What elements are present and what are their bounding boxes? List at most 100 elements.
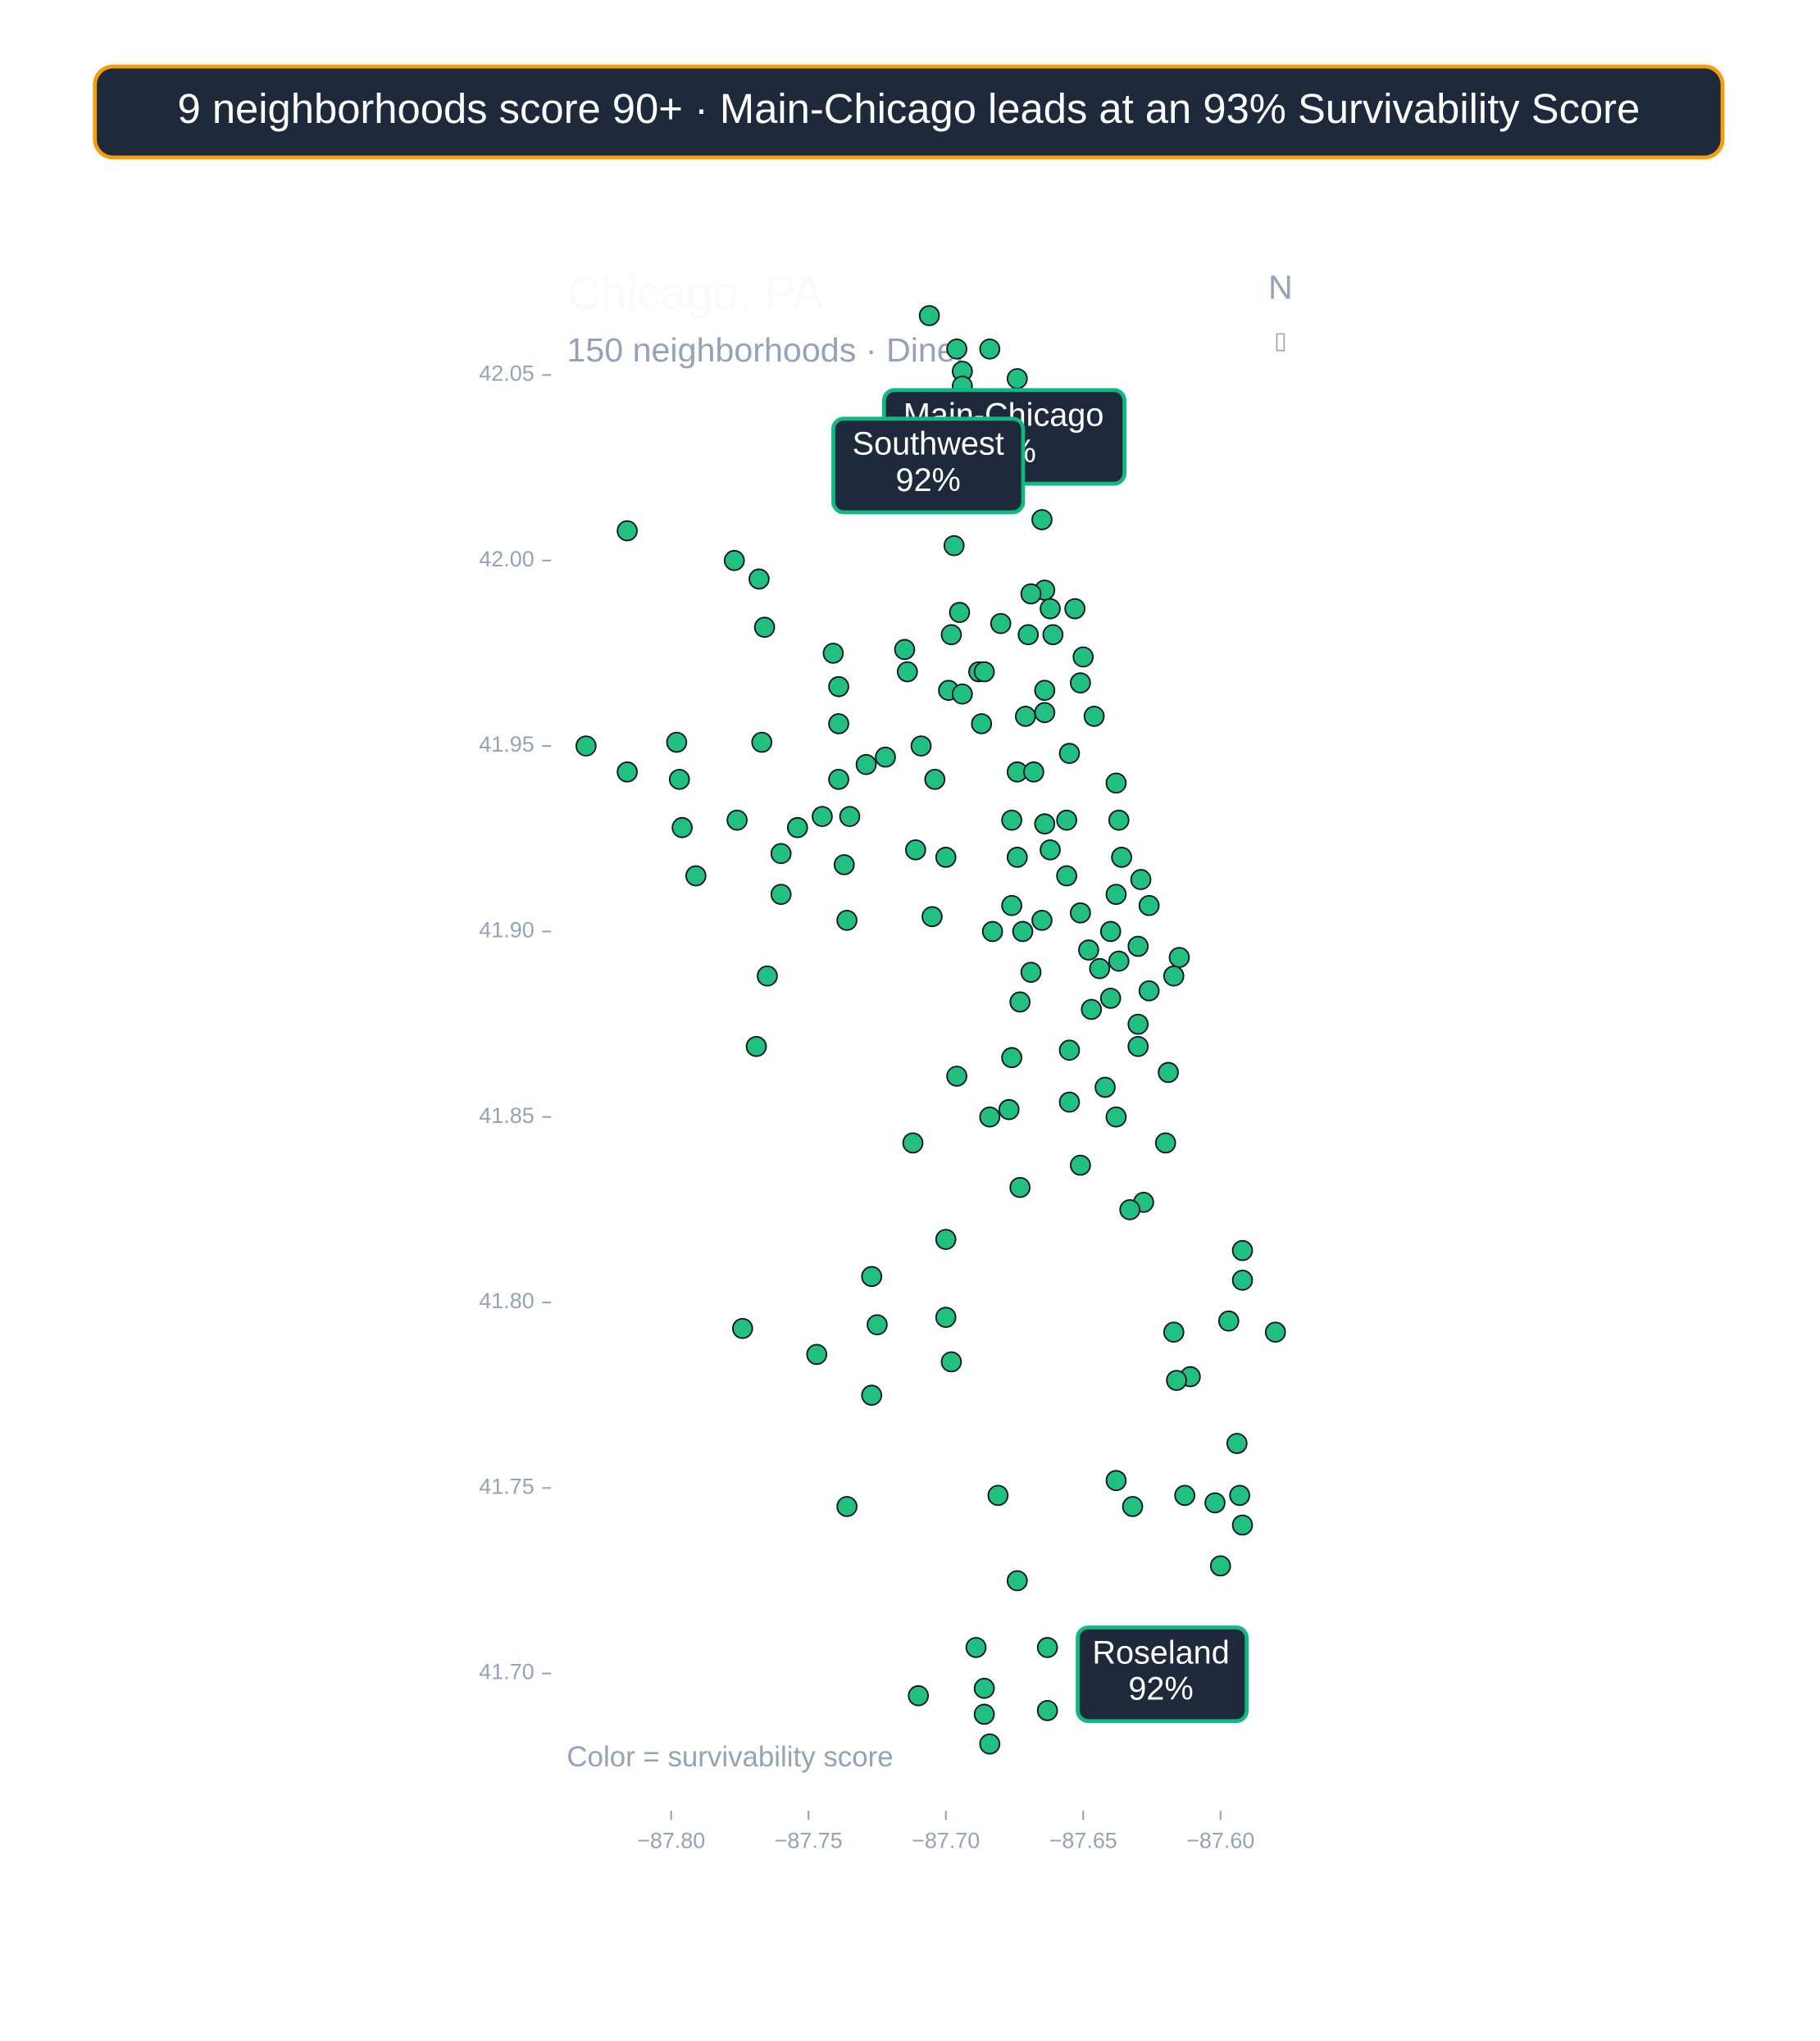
neighborhood-point (786, 816, 808, 839)
neighborhood-point (1040, 839, 1061, 861)
neighborhood-point (1081, 998, 1103, 1020)
neighborhood-point (979, 1733, 1001, 1755)
neighborhood-point (1105, 1106, 1127, 1128)
y-tick-label: 41.95 (479, 732, 534, 757)
neighborhood-point (748, 568, 770, 590)
neighborhood-point (979, 1106, 1001, 1128)
y-tick-label: 41.85 (479, 1103, 534, 1128)
neighborhood-point (1070, 902, 1091, 924)
neighborhood-point (1023, 761, 1044, 783)
neighborhood-point (1163, 1321, 1185, 1343)
header: 9 neighborhoods score 90+ · Main-Chicago… (178, 85, 1640, 132)
neighborhood-point (1015, 706, 1036, 727)
neighborhood-point (1006, 847, 1028, 868)
neighborhood-point (1034, 680, 1056, 702)
neighborhood-point (1056, 865, 1077, 887)
neighborhood-point (1036, 1700, 1058, 1721)
neighborhood-point (867, 1314, 888, 1336)
neighborhood-point (861, 1266, 883, 1288)
neighborhood-point (1127, 935, 1149, 957)
neighborhood-point (1168, 947, 1190, 968)
neighborhood-point (753, 616, 776, 639)
neighborhood-point (855, 753, 877, 775)
neighborhood-point (1058, 1039, 1081, 1061)
neighborhood-point (1034, 702, 1056, 724)
chart-title: Chicago, PA (566, 267, 823, 320)
neighborhood-point (1058, 1091, 1081, 1113)
x-tick-label: −87.70 (912, 1828, 980, 1852)
neighborhood-point (1009, 1176, 1031, 1198)
neighborhood-point (918, 305, 940, 326)
neighborhood-point (828, 713, 849, 734)
neighborhood-point (1226, 1433, 1248, 1454)
neighborhood-point (935, 1307, 957, 1328)
neighborhood-point (1209, 1555, 1231, 1577)
neighborhood-point (1020, 583, 1042, 605)
neighborhood-point (822, 643, 844, 664)
neighborhood-point (685, 865, 707, 887)
neighborhood-point (940, 624, 962, 646)
neighborhood-point (1231, 1239, 1254, 1261)
y-tick-label: 41.80 (479, 1289, 534, 1313)
neighborhood-point (1154, 1132, 1176, 1154)
neighborhood-point (1158, 1061, 1179, 1084)
neighborhood-point (946, 338, 967, 360)
header-box (93, 64, 1725, 160)
neighborhood-point (1138, 894, 1160, 916)
neighborhood-point (861, 1384, 883, 1406)
neighborhood-point (1105, 1470, 1127, 1492)
neighborhood-point (1127, 1013, 1149, 1035)
x-tick-label: −87.65 (1049, 1828, 1117, 1852)
neighborhood-point (1056, 809, 1077, 831)
neighborhood-point (1163, 965, 1185, 987)
neighborhood-point (1130, 869, 1152, 890)
compass-letter: N (1268, 269, 1293, 307)
neighborhood-point (723, 549, 745, 571)
neighborhood-point (726, 809, 748, 831)
neighborhood-point (896, 661, 918, 683)
neighborhood-point (1040, 598, 1061, 620)
neighborhood-point (1083, 706, 1105, 727)
neighborhood-point (935, 1229, 957, 1250)
neighborhood-point (908, 1684, 930, 1707)
neighborhood-point (836, 1496, 858, 1517)
neighborhood-point (1166, 1370, 1187, 1391)
neighborhood-point (924, 768, 946, 790)
neighborhood-point (973, 1703, 995, 1725)
neighborhood-point (965, 1637, 987, 1658)
neighborhood-point (905, 839, 926, 861)
neighborhood-point (1217, 1310, 1240, 1332)
neighborhood-point (1009, 991, 1031, 1013)
neighborhood-point (745, 1035, 767, 1057)
neighborhood-point (1099, 988, 1122, 1009)
neighborhood-point (812, 806, 833, 827)
neighborhood-point (971, 713, 993, 734)
neighborhood-point (1231, 1270, 1254, 1291)
neighborhood-point (1042, 624, 1064, 646)
neighborhood-point (935, 847, 957, 868)
neighborhood-point (979, 338, 1001, 360)
neighborhood-point (1070, 1154, 1091, 1176)
annotation-value: 92% (896, 462, 961, 498)
neighborhood-point (1017, 624, 1040, 646)
neighborhood-point (1108, 950, 1130, 972)
neighborhood-point (1078, 939, 1099, 961)
neighborhood-point (1089, 957, 1111, 980)
neighborhood-point (921, 906, 943, 928)
neighborhood-point (1111, 847, 1132, 868)
neighborhood-point (1138, 980, 1160, 1002)
neighborhood-point (1105, 772, 1127, 794)
annotation-box (831, 416, 1026, 515)
neighborhood-point (1229, 1484, 1251, 1507)
neighborhood-point (1064, 598, 1086, 620)
neighborhood-point (1031, 509, 1053, 530)
annotation-name: Southwest (853, 426, 1004, 462)
neighborhood-point (990, 612, 1012, 634)
neighborhood-point (1006, 1570, 1028, 1592)
x-tick-label: −87.80 (637, 1828, 705, 1852)
neighborhood-point (1070, 672, 1091, 693)
neighborhood-point (1058, 743, 1081, 764)
neighborhood-point (1001, 1047, 1022, 1069)
